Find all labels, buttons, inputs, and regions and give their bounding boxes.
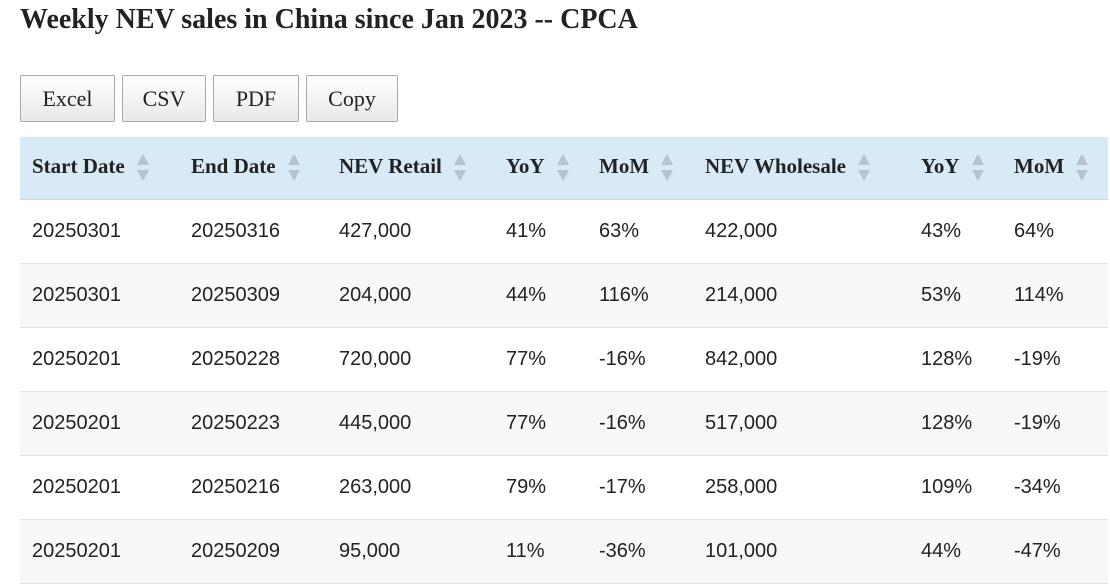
cell-wholesale-yoy: 128% — [909, 327, 1002, 392]
table-row: 20250201 20250216 263,000 79% -17% 258,0… — [20, 455, 1108, 520]
cell-wholesale-mom: -19% — [1002, 327, 1108, 392]
col-header-nev-retail[interactable]: NEV Retail — [327, 137, 494, 200]
cell-wholesale-mom: 64% — [1002, 199, 1108, 264]
pdf-button[interactable]: PDF — [213, 75, 299, 122]
cell-wholesale-yoy: 43% — [909, 199, 1002, 264]
header-row: Start Date End Date NEV Retail YoY MoM N… — [20, 137, 1108, 200]
cell-end-date: 20250228 — [179, 327, 327, 392]
col-header-label: End Date — [191, 153, 276, 178]
cell-nev-retail: 263,000 — [327, 455, 494, 520]
cell-end-date: 20250309 — [179, 263, 327, 328]
cell-retail-yoy: 77% — [494, 327, 587, 392]
cell-end-date: 20250223 — [179, 391, 327, 456]
col-header-label: YoY — [921, 153, 960, 178]
cell-nev-retail: 95,000 — [327, 519, 494, 584]
table-row: 20250201 20250223 445,000 77% -16% 517,0… — [20, 391, 1108, 456]
cell-wholesale-mom: -34% — [1002, 455, 1108, 520]
cell-nev-retail: 445,000 — [327, 391, 494, 456]
cell-wholesale-yoy: 53% — [909, 263, 1002, 328]
sort-icon — [287, 152, 300, 184]
cell-end-date: 20250316 — [179, 199, 327, 264]
col-header-end-date[interactable]: End Date — [179, 137, 327, 200]
col-header-start-date[interactable]: Start Date — [20, 137, 179, 200]
col-header-label: NEV Wholesale — [705, 153, 846, 178]
col-header-retail-yoy[interactable]: YoY — [494, 137, 587, 200]
sort-icon — [136, 152, 149, 184]
col-header-label: Start Date — [32, 153, 125, 178]
col-header-wholesale-yoy[interactable]: YoY — [909, 137, 1002, 200]
col-header-nev-wholesale[interactable]: NEV Wholesale — [693, 137, 909, 200]
col-header-label: NEV Retail — [339, 153, 442, 178]
cell-retail-yoy: 77% — [494, 391, 587, 456]
cell-wholesale-yoy: 44% — [909, 519, 1002, 584]
cell-start-date: 20250201 — [20, 391, 179, 456]
cell-nev-wholesale: 258,000 — [693, 455, 909, 520]
col-header-label: MoM — [599, 153, 650, 178]
cell-retail-mom: 63% — [587, 199, 693, 264]
excel-button[interactable]: Excel — [20, 75, 115, 122]
sort-icon — [453, 152, 466, 184]
cell-retail-mom: -16% — [587, 391, 693, 456]
cell-start-date: 20250201 — [20, 519, 179, 584]
cell-start-date: 20250201 — [20, 327, 179, 392]
table-row: 20250301 20250309 204,000 44% 116% 214,0… — [20, 263, 1108, 328]
col-header-retail-mom[interactable]: MoM — [587, 137, 693, 200]
cell-nev-retail: 204,000 — [327, 263, 494, 328]
cell-wholesale-yoy: 109% — [909, 455, 1002, 520]
cell-wholesale-yoy: 128% — [909, 391, 1002, 456]
table-row: 20250201 20250228 720,000 77% -16% 842,0… — [20, 327, 1108, 392]
cell-start-date: 20250201 — [20, 455, 179, 520]
table-row: 20250201 20250209 95,000 11% -36% 101,00… — [20, 519, 1108, 584]
cell-wholesale-mom: -19% — [1002, 391, 1108, 456]
page-title: Weekly NEV sales in China since Jan 2023… — [20, 4, 638, 35]
csv-button[interactable]: CSV — [122, 75, 206, 122]
col-header-wholesale-mom[interactable]: MoM — [1002, 137, 1108, 200]
sort-icon — [556, 152, 569, 184]
cell-nev-wholesale: 101,000 — [693, 519, 909, 584]
cell-nev-retail: 427,000 — [327, 199, 494, 264]
cell-start-date: 20250301 — [20, 199, 179, 264]
sales-table: Start Date End Date NEV Retail YoY MoM N… — [20, 137, 1108, 584]
cell-retail-yoy: 44% — [494, 263, 587, 328]
export-toolbar: Excel CSV PDF Copy — [20, 75, 398, 122]
cell-end-date: 20250209 — [179, 519, 327, 584]
cell-nev-wholesale: 214,000 — [693, 263, 909, 328]
col-header-label: YoY — [506, 153, 545, 178]
col-header-label: MoM — [1014, 153, 1065, 178]
sort-icon — [858, 152, 870, 184]
sort-icon — [971, 152, 984, 184]
table-row: 20250301 20250316 427,000 41% 63% 422,00… — [20, 199, 1108, 264]
cell-nev-wholesale: 842,000 — [693, 327, 909, 392]
cell-retail-mom: -36% — [587, 519, 693, 584]
cell-retail-mom: 116% — [587, 263, 693, 328]
cell-nev-wholesale: 422,000 — [693, 199, 909, 264]
cell-nev-retail: 720,000 — [327, 327, 494, 392]
sort-icon — [1076, 152, 1089, 184]
cell-retail-mom: -17% — [587, 455, 693, 520]
cell-nev-wholesale: 517,000 — [693, 391, 909, 456]
cell-end-date: 20250216 — [179, 455, 327, 520]
cell-retail-yoy: 41% — [494, 199, 587, 264]
cell-retail-yoy: 79% — [494, 455, 587, 520]
cell-start-date: 20250301 — [20, 263, 179, 328]
cell-retail-yoy: 11% — [494, 519, 587, 584]
cell-wholesale-mom: 114% — [1002, 263, 1108, 328]
cell-wholesale-mom: -47% — [1002, 519, 1108, 584]
cell-retail-mom: -16% — [587, 327, 693, 392]
copy-button[interactable]: Copy — [306, 75, 398, 122]
sort-icon — [661, 152, 674, 184]
